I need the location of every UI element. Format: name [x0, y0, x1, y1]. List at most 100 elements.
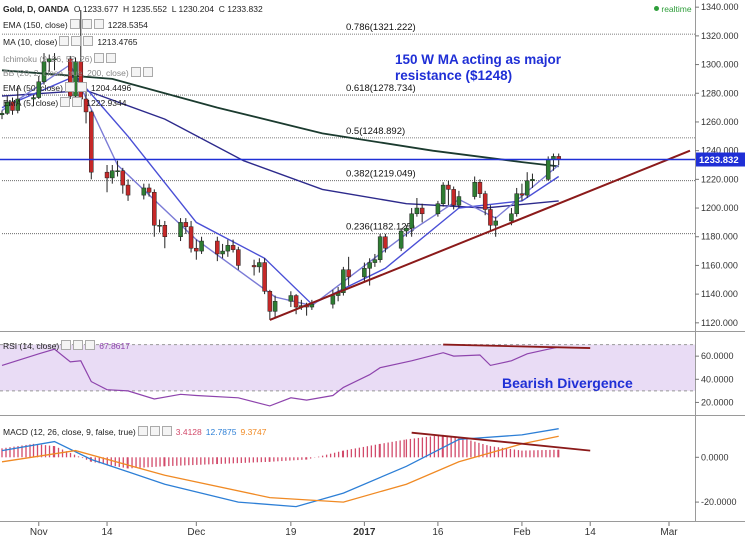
candle-body	[446, 184, 451, 190]
time-tick-label: Nov	[30, 527, 48, 538]
candle-body	[372, 259, 378, 263]
candle-body	[330, 295, 336, 305]
candle-body	[236, 249, 241, 266]
candle-body	[104, 171, 110, 179]
legend-value: 1228.5354	[107, 20, 148, 30]
candle-body	[509, 213, 514, 222]
candle-body	[482, 193, 488, 210]
macd-hist-value: 3.4128	[175, 427, 202, 437]
fib-level-label: 0.786(1321.222)	[346, 22, 416, 33]
legend-label: Ichimoku (9, 26, 52, 26)	[3, 54, 93, 64]
candle-body	[362, 268, 367, 278]
price-tick-label: 1300.000	[701, 60, 739, 70]
time-tick-label: Dec	[187, 527, 205, 538]
candle-body	[141, 187, 147, 196]
candle-body	[309, 303, 315, 308]
candle-body	[530, 179, 535, 182]
eye-icon[interactable]	[65, 82, 75, 92]
candle-body	[472, 181, 477, 197]
resistance-annotation: 150 W MA acting as major resistance ($12…	[395, 52, 562, 83]
settings-icon[interactable]	[73, 340, 84, 350]
legend-ema50[interactable]: EMA (50, close) 1204.4496	[3, 82, 131, 94]
macd-tick-label: 0.0000	[701, 452, 729, 462]
close-icon[interactable]	[161, 426, 172, 436]
settings-icon[interactable]	[81, 19, 92, 29]
rsi-divergence-line	[443, 343, 591, 349]
eye-icon[interactable]	[137, 426, 148, 436]
candle-body	[230, 245, 236, 250]
candle-body	[409, 213, 414, 229]
legend-value: 1222.9344	[86, 98, 127, 108]
candle-body	[194, 247, 199, 252]
candle-body	[36, 81, 42, 98]
price-tick-label: 1180.000	[701, 232, 738, 242]
price-tick-label: 1200.000	[701, 203, 739, 213]
close-icon[interactable]	[142, 67, 153, 77]
legend-ma10[interactable]: MA (10, close) 1213.4765	[3, 36, 138, 48]
legend-ichimoku[interactable]: Ichimoku (9, 26, 52, 26)	[3, 53, 117, 65]
candle-body	[199, 240, 204, 252]
header-legend[interactable]: Gold, D, OANDA O 1233.677 H 1235.552 L 1…	[3, 4, 263, 15]
candle-body	[440, 184, 446, 204]
fib-level-label: 0.618(1278.734)	[346, 83, 416, 94]
candle-body	[341, 269, 346, 293]
candle-body	[272, 301, 278, 312]
candle-body	[73, 61, 78, 97]
open-label: O	[73, 4, 81, 14]
high-label: H	[123, 4, 130, 14]
price-tick-label: 1120.000	[701, 318, 738, 328]
candle-body	[524, 180, 530, 196]
price-tick-label: 1320.000	[701, 31, 739, 41]
rsi-tick-label: 60.0000	[701, 351, 734, 361]
candle-body	[188, 226, 194, 249]
macd-tick-label: -20.0000	[701, 497, 737, 507]
candle-body	[367, 262, 372, 269]
price-tick-label: 1220.000	[701, 174, 739, 184]
eye-icon[interactable]	[130, 67, 141, 77]
low-value: 1230.204	[178, 4, 214, 14]
close-icon[interactable]	[93, 19, 104, 29]
candle-body	[10, 101, 15, 111]
low-label: L	[171, 4, 177, 14]
eye-icon[interactable]	[94, 53, 105, 63]
candle-body	[377, 236, 383, 260]
legend-ema150[interactable]: EMA (150, close) 1228.5354	[3, 19, 148, 31]
legend-bb[interactable]: BB (20, 2, close, true, 200, close)	[3, 67, 153, 79]
rsi-tick-label: 40.0000	[701, 374, 734, 384]
eye-icon[interactable]	[60, 97, 71, 107]
close-icon[interactable]	[72, 97, 83, 107]
close-icon[interactable]	[106, 53, 117, 63]
candle-body	[451, 189, 456, 206]
rsi-legend[interactable]: RSI (14, close) 67.8617	[3, 340, 130, 352]
time-tick-label: Mar	[660, 527, 678, 538]
price-tick-label: 1340.000	[701, 2, 739, 12]
candle-body	[346, 269, 351, 278]
candle-body	[157, 225, 162, 227]
settings-icon[interactable]	[149, 426, 160, 436]
eye-icon[interactable]	[59, 36, 70, 46]
candle-body	[293, 295, 299, 308]
settings-icon[interactable]	[71, 36, 82, 46]
current-price-badge	[696, 152, 745, 167]
macd-value: 12.7875	[205, 427, 237, 437]
candle-body	[456, 196, 462, 206]
close-icon[interactable]	[85, 340, 96, 350]
time-tick-label: 16	[432, 527, 444, 538]
legend-ema5[interactable]: EMA (5, close) 1222.9344	[3, 97, 126, 109]
candle-body	[0, 113, 5, 116]
macd-legend[interactable]: MACD (12, 26, close, 9, false, true) 3.41…	[3, 426, 266, 438]
macd-signal-value: 9.3747	[240, 427, 267, 437]
eye-icon[interactable]	[69, 19, 80, 29]
candle-body	[251, 265, 257, 268]
open-value: 1233.677	[82, 4, 119, 14]
close-icon[interactable]	[77, 82, 87, 92]
symbol-label[interactable]: Gold, D, OANDA	[3, 4, 70, 14]
eye-icon[interactable]	[61, 340, 72, 350]
macd-series-line	[1, 435, 559, 503]
close-icon[interactable]	[83, 36, 94, 46]
fib-level-label: 0.236(1182.125)	[346, 222, 415, 233]
realtime-label: realtime	[661, 4, 692, 14]
price-tick-label: 1140.000	[701, 289, 738, 299]
